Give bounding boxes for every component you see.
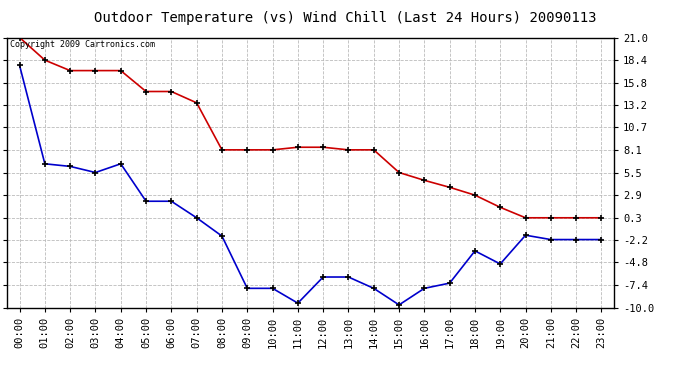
- Text: Outdoor Temperature (vs) Wind Chill (Last 24 Hours) 20090113: Outdoor Temperature (vs) Wind Chill (Las…: [94, 11, 596, 25]
- Text: Copyright 2009 Cartronics.com: Copyright 2009 Cartronics.com: [10, 40, 155, 49]
